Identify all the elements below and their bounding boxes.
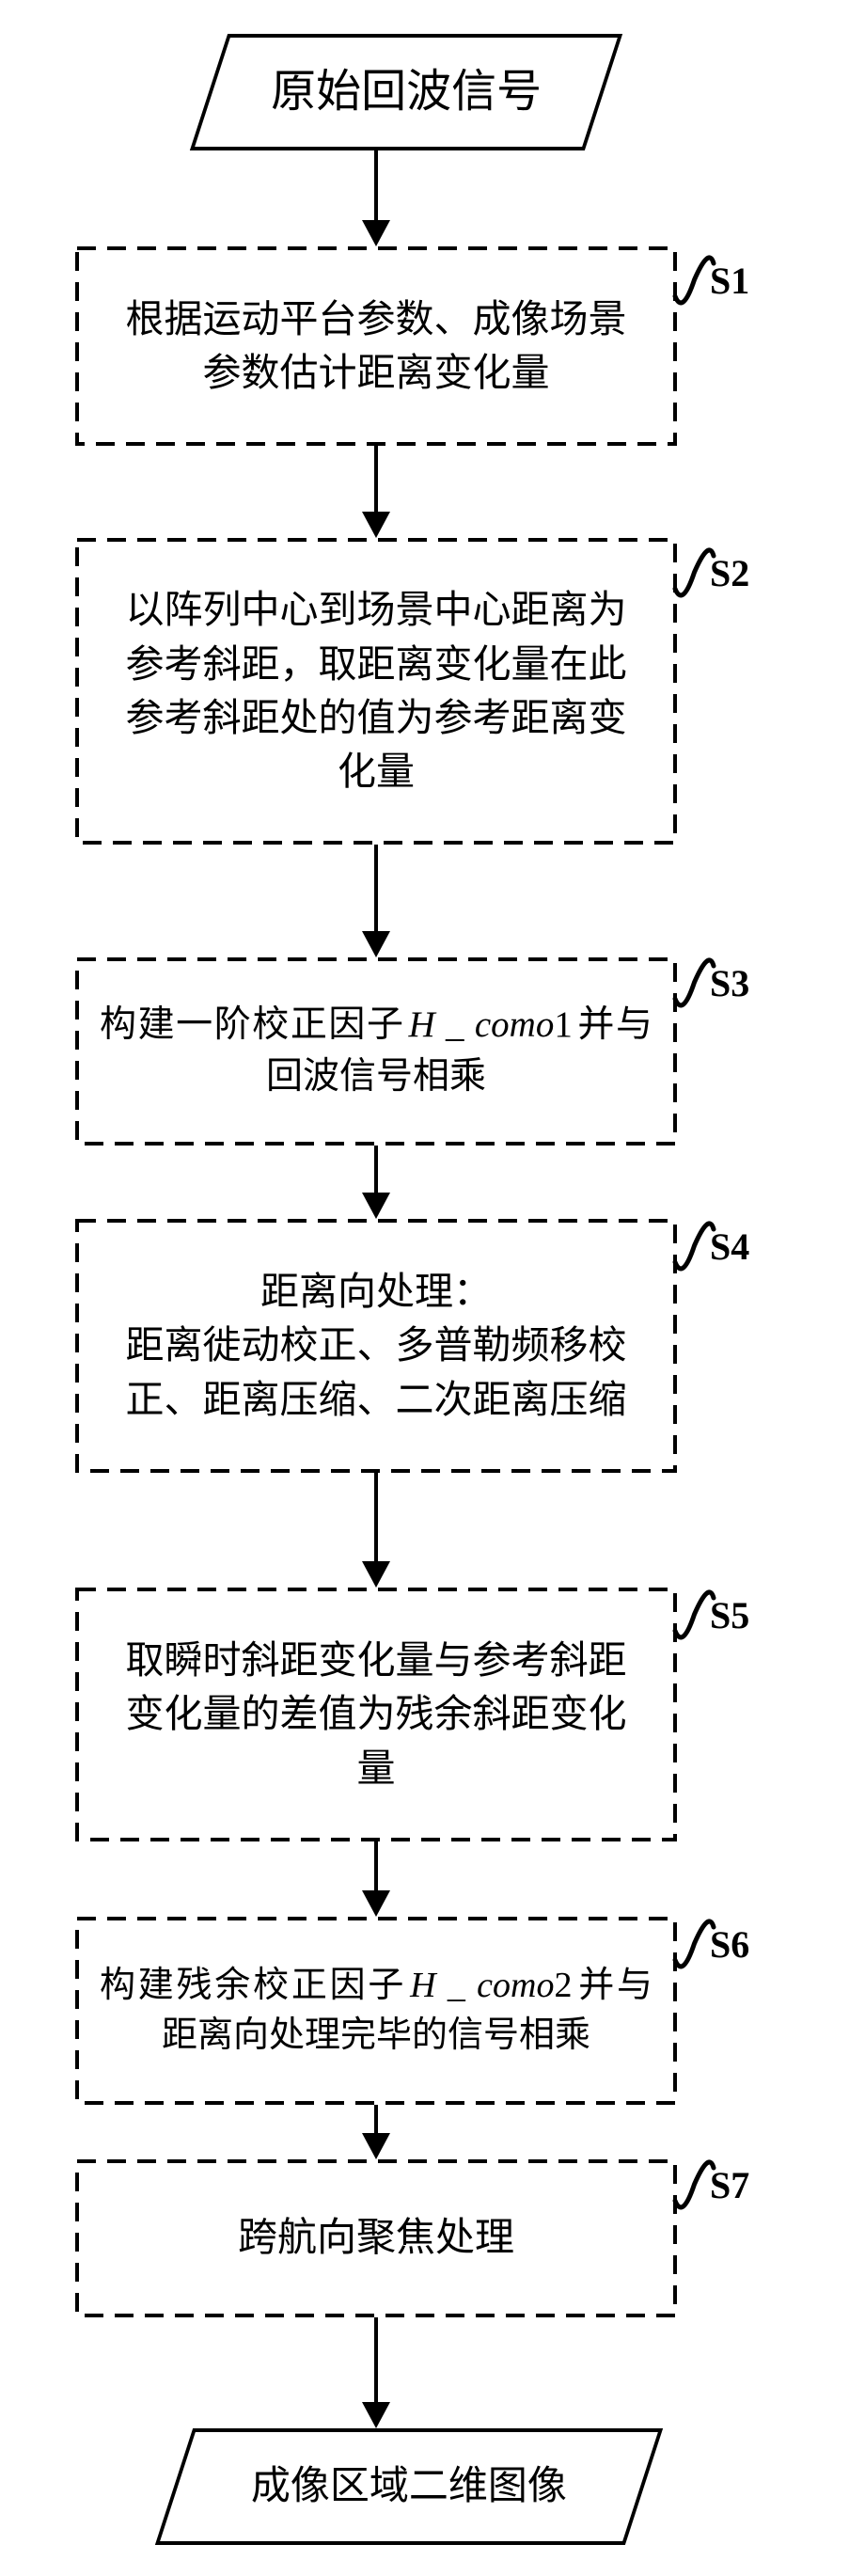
flow-arrow-1	[357, 149, 395, 248]
terminal-end: 成像区域二维图像	[155, 2428, 663, 2545]
step-connector-s5	[666, 1588, 732, 1678]
flow-arrow-3	[357, 843, 395, 959]
step-connector-s3	[666, 956, 732, 1046]
step-connector-s6	[666, 1918, 732, 2007]
terminal-end-text: 成像区域二维图像	[251, 2459, 567, 2515]
flow-arrow-5	[357, 1471, 395, 1589]
flow-arrow-2	[357, 444, 395, 540]
step-connector-s4	[666, 1220, 732, 1309]
step-text: 取瞬时斜距变化量与参考斜距变化量的差值为残余斜距变化量	[126, 1634, 627, 1795]
flowchart: 原始回波信号 成像区域二维图像 根据运动平台参数、成像场景参数估计距离变化量S1…	[0, 0, 849, 2576]
step-box-s7: 跨航向聚焦处理	[75, 2159, 677, 2317]
terminal-start: 原始回波信号	[190, 34, 622, 150]
flow-arrow-7	[357, 2103, 395, 2161]
step-text: 以阵列中心到场景中心距离为参考斜距，取距离变化量在此参考斜距处的值为参考距离变化…	[126, 583, 627, 799]
flow-arrow-4	[357, 1144, 395, 1221]
step-text: 跨航向聚焦处理	[238, 2211, 514, 2267]
step-box-s2: 以阵列中心到场景中心距离为参考斜距，取距离变化量在此参考斜距处的值为参考距离变化…	[75, 538, 677, 845]
step-box-s4: 距离向处理：距离徙动校正、多普勒频移校正、距离压缩、二次距离压缩	[75, 1219, 677, 1473]
step-box-s3: 构建一阶校正因子H _ como1并与回波信号相乘	[75, 957, 677, 1146]
step-text: 距离向处理：距离徙动校正、多普勒频移校正、距离压缩、二次距离压缩	[126, 1265, 627, 1427]
flow-arrow-8	[357, 2315, 395, 2430]
step-box-s6: 构建残余校正因子H _ como2并与距离向处理完毕的信号相乘	[75, 1917, 677, 2105]
flow-arrow-6	[357, 1840, 395, 1919]
step-text: 构建残余校正因子H _ como2并与距离向处理完毕的信号相乘	[100, 1961, 652, 2061]
step-text: 根据运动平台参数、成像场景参数估计距离变化量	[126, 292, 627, 401]
terminal-start-text: 原始回波信号	[271, 60, 542, 123]
step-text: 构建一阶校正因子H _ como1并与回波信号相乘	[100, 1000, 652, 1102]
step-connector-s2	[666, 546, 732, 636]
step-box-s1: 根据运动平台参数、成像场景参数估计距离变化量	[75, 246, 677, 446]
step-connector-s7	[666, 2158, 732, 2248]
step-connector-s1	[666, 254, 732, 343]
step-box-s5: 取瞬时斜距变化量与参考斜距变化量的差值为残余斜距变化量	[75, 1588, 677, 1841]
